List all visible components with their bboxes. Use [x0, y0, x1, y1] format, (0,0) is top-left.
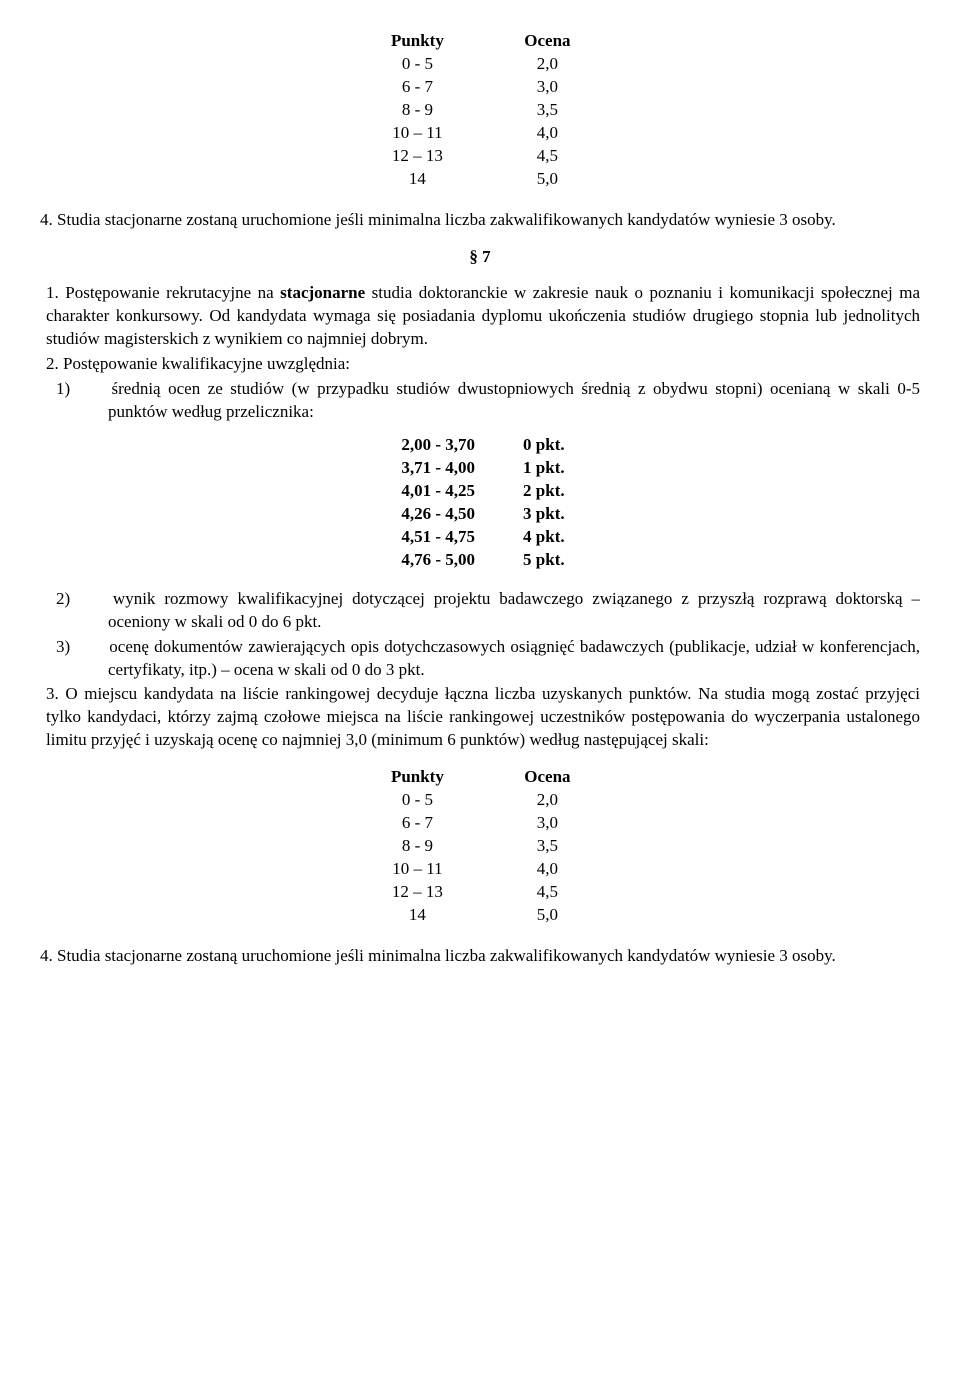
launch-text: Studia stacjonarne zostaną uruchomione j… [57, 210, 836, 229]
table-row: 0 - 52,0 [350, 53, 610, 76]
col-punkty: Punkty [350, 766, 485, 789]
item-1: 1. Postępowanie rekrutacyjne na stacjona… [40, 282, 920, 351]
table-row: 12 – 134,5 [350, 881, 610, 904]
sub-number: 2) [82, 588, 104, 611]
score-table-1: Punkty Ocena 0 - 52,0 6 - 73,0 8 - 93,5 … [350, 30, 610, 191]
col-ocena: Ocena [485, 766, 610, 789]
sub-item-2: 2) wynik rozmowy kwalifikacyjnej dotyczą… [82, 588, 920, 634]
table-row: 10 – 114,0 [350, 858, 610, 881]
table-row: 0 - 52,0 [350, 789, 610, 812]
item1-pre: Postępowanie rekrutacyjne na [65, 283, 280, 302]
item3-text: O miejscu kandydata na liście rankingowe… [46, 684, 920, 749]
launch-text: Studia stacjonarne zostaną uruchomione j… [57, 946, 836, 965]
item2-lead: Postępowanie kwalifikacyjne uwzględnia: [63, 354, 350, 373]
table-row: 145,0 [350, 904, 610, 927]
section-7-heading: § 7 [40, 246, 920, 269]
table-row: 4,76 - 5,005 pkt. [377, 549, 588, 572]
sub-number: 3) [82, 636, 104, 659]
col-punkty: Punkty [350, 30, 485, 53]
sub-item-3: 3) ocenę dokumentów zawierających opis d… [82, 636, 920, 682]
table-row: 4,26 - 4,503 pkt. [377, 503, 588, 526]
list-number: 1. [46, 283, 59, 302]
table-row: 145,0 [350, 168, 610, 191]
list-number: 4. [40, 946, 53, 965]
item-3: 3. O miejscu kandydata na liście ranking… [40, 683, 920, 752]
col-ocena: Ocena [485, 30, 610, 53]
launch-paragraph-2: 4. Studia stacjonarne zostaną uruchomion… [40, 945, 920, 968]
item-2: 2. Postępowanie kwalifikacyjne uwzględni… [40, 353, 920, 681]
table-row: 3,71 - 4,001 pkt. [377, 457, 588, 480]
sub-number: 1) [82, 378, 104, 401]
conversion-table: 2,00 - 3,700 pkt. 3,71 - 4,001 pkt. 4,01… [377, 434, 588, 572]
list-number: 4. [40, 210, 53, 229]
launch-paragraph-1: 4. Studia stacjonarne zostaną uruchomion… [40, 209, 920, 232]
table-row: 6 - 73,0 [350, 812, 610, 835]
table-row: 6 - 73,0 [350, 76, 610, 99]
table-row: 4,51 - 4,754 pkt. [377, 526, 588, 549]
sub3-text: ocenę dokumentów zawierających opis doty… [108, 637, 920, 679]
table-row: 8 - 93,5 [350, 835, 610, 858]
table-row: 2,00 - 3,700 pkt. [377, 434, 588, 457]
table-row: 8 - 93,5 [350, 99, 610, 122]
list-number: 2. [46, 354, 59, 373]
score-table-2: Punkty Ocena 0 - 52,0 6 - 73,0 8 - 93,5 … [350, 766, 610, 927]
sub-item-1: 1) średnią ocen ze studiów (w przypadku … [82, 378, 920, 424]
sub2-text: wynik rozmowy kwalifikacyjnej dotyczącej… [108, 589, 920, 631]
list-number: 3. [46, 684, 59, 703]
table-row: 4,01 - 4,252 pkt. [377, 480, 588, 503]
sub1-text: średnią ocen ze studiów (w przypadku stu… [108, 379, 920, 421]
table-row: 10 – 114,0 [350, 122, 610, 145]
table-row: 12 – 134,5 [350, 145, 610, 168]
item1-bold: stacjonarne [280, 283, 365, 302]
